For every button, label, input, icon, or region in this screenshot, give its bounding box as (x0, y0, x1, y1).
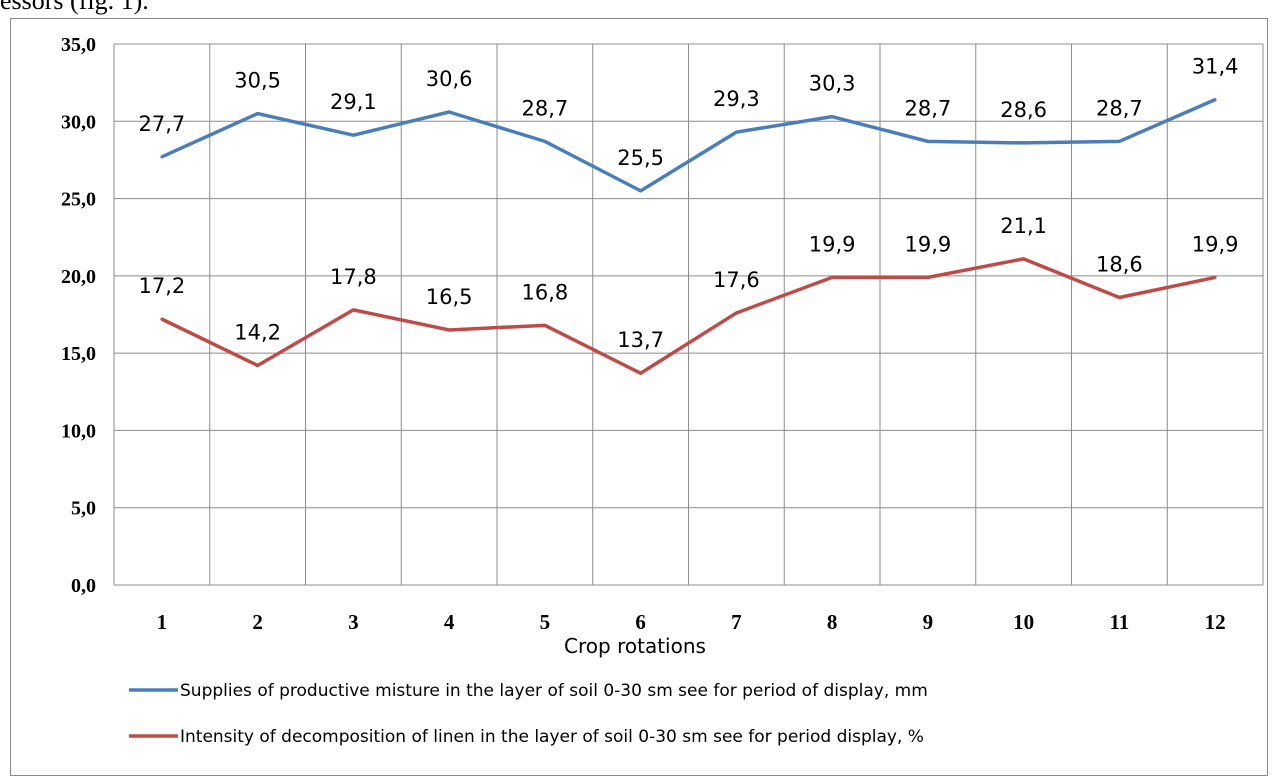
data-label: 16,8 (521, 280, 568, 304)
data-point (1117, 295, 1121, 299)
data-point (543, 323, 547, 327)
y-tick-label: 20,0 (61, 266, 96, 288)
x-tick-label: 4 (444, 610, 455, 634)
data-label: 21,1 (1000, 214, 1047, 238)
data-point (1117, 139, 1121, 143)
data-label: 17,8 (330, 265, 377, 289)
y-tick-label: 5,0 (71, 498, 96, 520)
x-tick-label: 6 (635, 610, 646, 634)
data-label: 29,1 (330, 90, 377, 114)
data-label: 14,2 (234, 321, 281, 345)
data-label: 30,5 (234, 69, 281, 93)
y-tick-label: 15,0 (61, 343, 96, 365)
data-label: 31,4 (1192, 55, 1239, 79)
data-label: 30,6 (426, 67, 473, 91)
series (160, 98, 1217, 375)
data-point (256, 364, 260, 368)
data-point (734, 130, 738, 134)
data-label: 17,6 (713, 268, 760, 292)
data-point (830, 275, 834, 279)
data-label: 28,7 (521, 96, 568, 120)
x-tick-label: 2 (252, 610, 263, 634)
data-point (1022, 257, 1026, 261)
data-point (830, 115, 834, 119)
data-point (351, 308, 355, 312)
data-label: 19,9 (1192, 232, 1239, 256)
x-tick-label: 11 (1109, 610, 1129, 634)
data-point (1213, 275, 1217, 279)
data-label: 27,7 (138, 112, 185, 136)
data-point (160, 317, 164, 321)
data-point (639, 371, 643, 375)
data-point (926, 139, 930, 143)
series-line-2 (161, 257, 1216, 375)
data-point (543, 139, 547, 143)
data-point (926, 275, 930, 279)
x-tick-label: 8 (827, 610, 838, 634)
data-labels: 27,7 30,5 29,1 30,6 28,7 25,5 29,3 30,3 28,7 28,6… (138, 55, 1238, 353)
legend: Supplies of productive misture in the la… (129, 681, 928, 747)
x-tick-label: 1 (157, 610, 168, 634)
grid (113, 43, 1264, 586)
data-point (447, 328, 451, 332)
data-label: 28,7 (904, 96, 951, 120)
data-point (160, 155, 164, 159)
y-tick-label: 35,0 (61, 34, 96, 56)
data-point (256, 112, 260, 116)
data-label: 28,7 (1096, 96, 1143, 120)
data-label: 19,9 (904, 232, 951, 256)
x-tick-label: 3 (348, 610, 359, 634)
data-label: 17,2 (138, 274, 185, 298)
data-point (447, 110, 451, 114)
series-line-1 (161, 98, 1216, 193)
data-label: 28,6 (1000, 98, 1047, 122)
data-label: 30,3 (809, 72, 856, 96)
data-label: 19,9 (809, 232, 856, 256)
data-label: 29,3 (713, 87, 760, 111)
data-label: 25,5 (617, 146, 664, 170)
y-tick-label: 25,0 (61, 189, 96, 211)
legend-label: Supplies of productive misture in the la… (180, 681, 928, 701)
data-label: 13,7 (617, 328, 664, 352)
page-text-fragment: essors (fig. 1). (0, 0, 149, 15)
data-label: 16,5 (426, 285, 473, 309)
data-point (1213, 98, 1217, 102)
y-tick-label: 0,0 (71, 575, 96, 597)
y-tick-label: 10,0 (61, 420, 96, 442)
data-point (351, 133, 355, 137)
data-label: 18,6 (1096, 252, 1143, 276)
data-point (734, 311, 738, 315)
y-tick-label: 30,0 (61, 111, 96, 133)
data-point (639, 189, 643, 193)
data-point (1022, 141, 1026, 145)
x-tick-label: 7 (731, 610, 742, 634)
x-tick-label: 10 (1013, 610, 1034, 634)
legend-label: Intensity of decomposition of linen in t… (180, 727, 924, 747)
x-axis-title: Crop rotations (564, 634, 706, 658)
x-tick-label: 9 (923, 610, 934, 634)
y-axis-ticks: 0,0 5,0 10,0 15,0 20,0 25,0 30,0 35,0 (61, 34, 96, 597)
x-tick-label: 12 (1205, 610, 1226, 634)
x-axis-ticks: 1 2 3 4 5 6 7 8 9 10 11 12 (157, 610, 1226, 634)
x-tick-label: 5 (540, 610, 551, 634)
